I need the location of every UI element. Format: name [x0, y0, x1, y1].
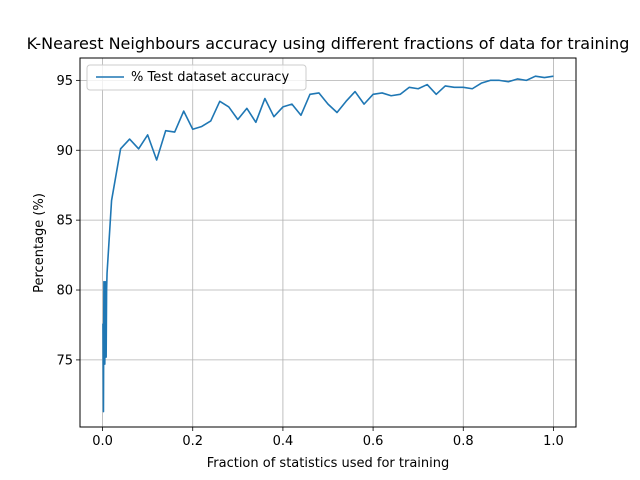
- legend-box: [86, 64, 307, 91]
- y-tick-label: 85: [56, 214, 73, 229]
- plot-area: [80, 58, 576, 427]
- x-tick-label: 0.0: [92, 434, 113, 449]
- x-tick-label: 0.6: [363, 434, 384, 449]
- y-tick-label: 90: [56, 144, 73, 159]
- x-tick-label: 0.4: [273, 434, 294, 449]
- y-axis-label: Percentage (%): [32, 193, 47, 293]
- series-line: [102, 75, 554, 413]
- ticks: 0.0 0.2 0.4 0.6 0.8 1.0 75 80 85 90 95: [56, 74, 563, 449]
- x-tick-label: 0.8: [453, 434, 474, 449]
- x-tick-label: 1.0: [543, 434, 564, 449]
- legend: % Test dataset accuracy: [86, 64, 307, 91]
- y-tick-label: 75: [56, 353, 73, 368]
- y-tick-label: 95: [56, 74, 73, 89]
- x-axis-label: Fraction of statistics used for training: [207, 456, 450, 471]
- chart-title: K-Nearest Neighbours accuracy using diff…: [27, 34, 630, 53]
- x-tick-label: 0.2: [182, 434, 203, 449]
- legend-entry: % Test dataset accuracy: [131, 70, 289, 85]
- plot-frame: [79, 57, 577, 428]
- series-layer: [102, 75, 554, 413]
- y-tick-label: 80: [56, 284, 73, 299]
